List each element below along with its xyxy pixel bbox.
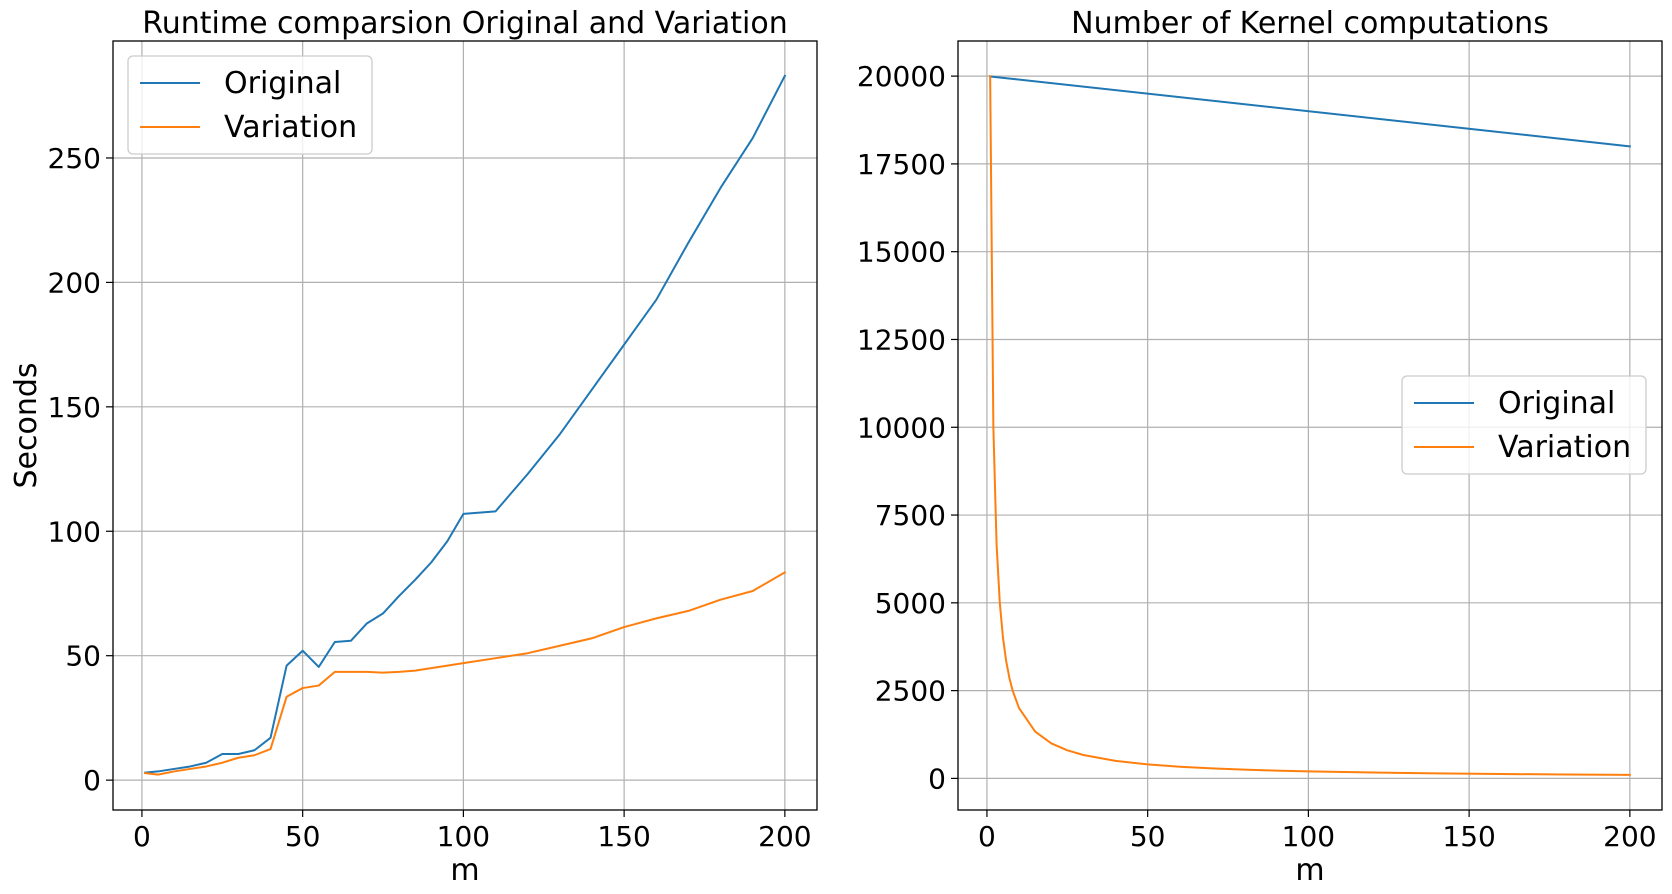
y-axis-label: Seconds: [9, 362, 44, 488]
legend-box: [127, 55, 373, 155]
chart-1: 0 50 100 150 200 0 50 100 150 200 250 Runtime compa…: [9, 6, 818, 888]
series-line-variation: [989, 75, 1631, 776]
legend-label-variation: Variation: [224, 110, 357, 145]
y-tick-label: 5000: [875, 587, 946, 620]
chart-2: 0 50 100 150 200 0 2500 5000 7500 10000 12500 15000…: [857, 6, 1663, 888]
y-tick-label: 20000: [857, 60, 946, 93]
chart-title: Runtime comparsion Original and Variatio…: [142, 6, 788, 41]
series-line-original: [989, 75, 1631, 148]
x-tick-label: 50: [285, 820, 321, 853]
legend-label-original: Original: [1498, 386, 1615, 421]
x-tick-label: 50: [1130, 820, 1166, 853]
plot-frame: [957, 40, 1663, 811]
x-tick-label: 100: [437, 820, 490, 853]
x-axis-label: m: [450, 853, 479, 888]
legend: Original Variation: [127, 55, 373, 155]
x-tick-label: 200: [1603, 820, 1656, 853]
y-tick-label: 0: [83, 764, 101, 797]
plot-frame: [112, 40, 818, 811]
y-tick-label: 150: [48, 391, 101, 424]
x-tick-label: 150: [597, 820, 650, 853]
y-tick-label: 12500: [857, 323, 946, 356]
legend: Original Variation: [1401, 375, 1647, 475]
x-tick-label: 200: [758, 820, 811, 853]
legend-label-original: Original: [224, 66, 341, 101]
legend-box: [1401, 375, 1647, 475]
y-tick-label: 0: [928, 762, 946, 795]
x-tick-label: 0: [133, 820, 151, 853]
legend-label-variation: Variation: [1498, 430, 1631, 465]
y-tick-label: 7500: [875, 499, 946, 532]
y-tick-label: 50: [65, 640, 101, 673]
y-tick-label: 100: [48, 515, 101, 548]
series-line-variation: [144, 570, 787, 776]
x-axis-label: m: [1295, 853, 1324, 888]
y-tick-label: 250: [48, 142, 101, 175]
series-line-original: [144, 74, 787, 774]
y-tick-label: 17500: [857, 148, 946, 181]
y-tick-label: 200: [48, 266, 101, 299]
y-tick-label: 2500: [875, 675, 946, 708]
chart-title: Number of Kernel computations: [1071, 6, 1549, 41]
y-tick-label: 10000: [857, 411, 946, 444]
x-tick-label: 150: [1442, 820, 1495, 853]
y-tick-label: 15000: [857, 236, 946, 269]
x-tick-label: 100: [1282, 820, 1335, 853]
x-tick-label: 0: [978, 820, 996, 853]
